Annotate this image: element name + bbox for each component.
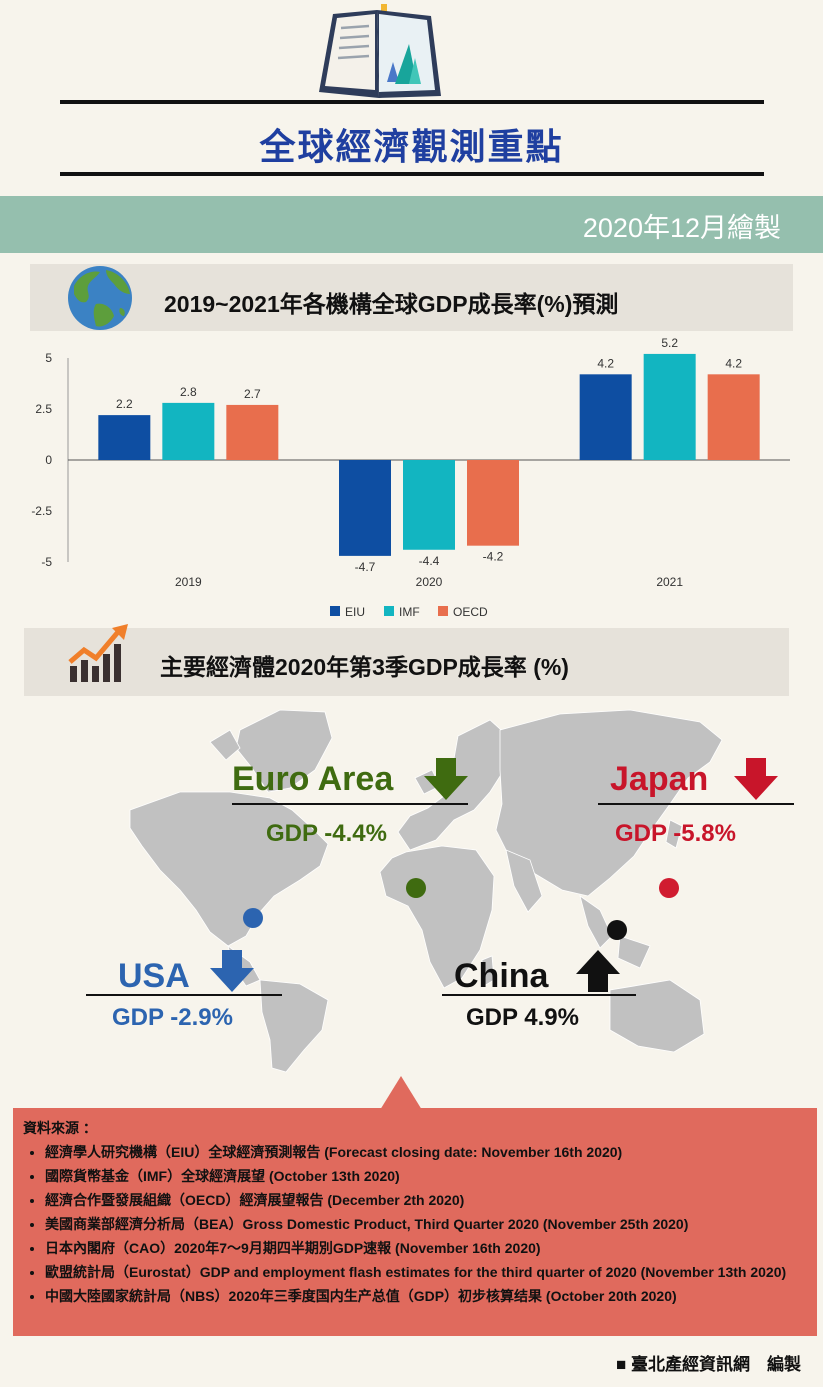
bar (707, 374, 760, 460)
legend-swatch (384, 606, 394, 616)
data-label: 2.8 (180, 385, 197, 399)
data-label: -4.4 (419, 554, 440, 568)
data-label: 5.2 (661, 338, 678, 350)
data-label: 2.7 (244, 387, 261, 401)
source-item: 日本內閣府（CAO）2020年7～9月期四半期別GDP速報 (November … (45, 1236, 823, 1260)
china-marker (607, 920, 627, 940)
source-item: 中國大陸國家統計局（NBS）2020年三季度国内生产总值（GDP）初步核算结果 … (45, 1284, 823, 1308)
date-label: 2020年12月繪製 (582, 213, 781, 243)
section-title-forecast: 2019~2021年各機構全球GDP成長率(%)預測 (164, 291, 619, 317)
sources-panel: 資料來源 ： 經濟學人研究機構（EIU）全球經濟預測報告 (Forecast c… (13, 1108, 817, 1336)
usa-label: USA (118, 957, 190, 995)
arrow-up-icon (576, 950, 620, 992)
section-header-forecast (30, 264, 793, 331)
legend-label: OECD (453, 605, 488, 619)
book-chart-icon (319, 4, 441, 98)
usa-gdp: GDP -2.9% (112, 1004, 233, 1031)
source-item: 經濟學人研究機構（EIU）全球經濟預測報告 (Forecast closing … (45, 1140, 823, 1164)
japan-marker (659, 878, 679, 898)
bar (579, 374, 632, 460)
bar (467, 460, 519, 546)
bar (643, 353, 696, 460)
legend-label: EIU (345, 605, 365, 619)
arrow-down-icon (734, 758, 778, 800)
x-tick-label: 2020 (416, 575, 443, 589)
china-underline (442, 994, 636, 996)
y-tick-label: 0 (45, 453, 52, 467)
bar (98, 415, 151, 460)
sources-pointer (380, 1076, 422, 1110)
euro-area-gdp: GDP -4.4% (266, 820, 387, 847)
euro-area-underline (232, 803, 468, 805)
euro-area-marker (406, 878, 426, 898)
japan-underline (598, 803, 794, 805)
gdp-forecast-chart: 5 2.5 0 -2.5 -5 2019 2.2 2.8 2.7 2020 -4.7 -4.4 -4.2… (31, 338, 790, 619)
bar (339, 460, 391, 556)
china-label: China (454, 957, 549, 995)
footer-credit-text: 臺北產經資訊網 編製 (631, 1355, 801, 1374)
arrow-down-icon (210, 950, 254, 992)
section-header-q3 (24, 628, 789, 696)
bar (403, 460, 455, 550)
usa-underline (86, 994, 282, 996)
japan-gdp: GDP -5.8% (615, 820, 736, 847)
source-item: 美國商業部經濟分析局（BEA）Gross Domestic Product, T… (45, 1212, 823, 1236)
growth-chart-icon (68, 624, 128, 682)
bar (162, 402, 215, 460)
source-item: 歐盟統計局（Eurostat）GDP and employment flash … (45, 1260, 823, 1284)
globe-icon (68, 266, 132, 330)
footer-credit: ■ 臺北產經資訊網 編製 (616, 1350, 801, 1375)
y-tick-label: -2.5 (31, 504, 52, 518)
section-title-q3: 主要經濟體2020年第3季GDP成長率 (%) (160, 654, 569, 680)
china-gdp: GDP 4.9% (466, 1004, 579, 1031)
square-bullet-icon: ■ (616, 1355, 631, 1374)
date-band: 2020年12月繪製 (0, 196, 823, 253)
euro-area-label: Euro Area (232, 760, 394, 798)
legend-swatch (438, 606, 448, 616)
page-title: 全球經濟觀測重點 (259, 126, 564, 167)
usa-marker (243, 908, 263, 928)
header-rule-top (60, 100, 764, 104)
data-label: 4.2 (597, 356, 614, 370)
sources-title: 資料來源 ： (23, 1120, 97, 1136)
source-item: 國際貨幣基金（IMF）全球經濟展望 (October 13th 2020) (45, 1164, 823, 1188)
header-rule-bottom (60, 172, 764, 176)
arrow-down-icon (424, 758, 468, 800)
legend-label: IMF (399, 605, 420, 619)
data-label: 4.2 (725, 356, 742, 370)
data-label: -4.7 (355, 560, 376, 574)
bar (226, 404, 279, 460)
y-tick-label: 5 (45, 351, 52, 365)
y-tick-label: -5 (41, 555, 52, 569)
x-tick-label: 2019 (175, 575, 202, 589)
y-tick-label: 2.5 (35, 402, 52, 416)
source-item: 經濟合作暨發展組織（OECD）經濟展望報告 (December 2th 2020… (45, 1188, 823, 1212)
sources-list: 經濟學人研究機構（EIU）全球經濟預測報告 (Forecast closing … (25, 1140, 823, 1308)
legend-swatch (330, 606, 340, 616)
data-label: -4.2 (483, 550, 504, 564)
data-label: 2.2 (116, 397, 133, 411)
x-tick-label: 2021 (656, 575, 683, 589)
japan-label: Japan (610, 760, 709, 798)
